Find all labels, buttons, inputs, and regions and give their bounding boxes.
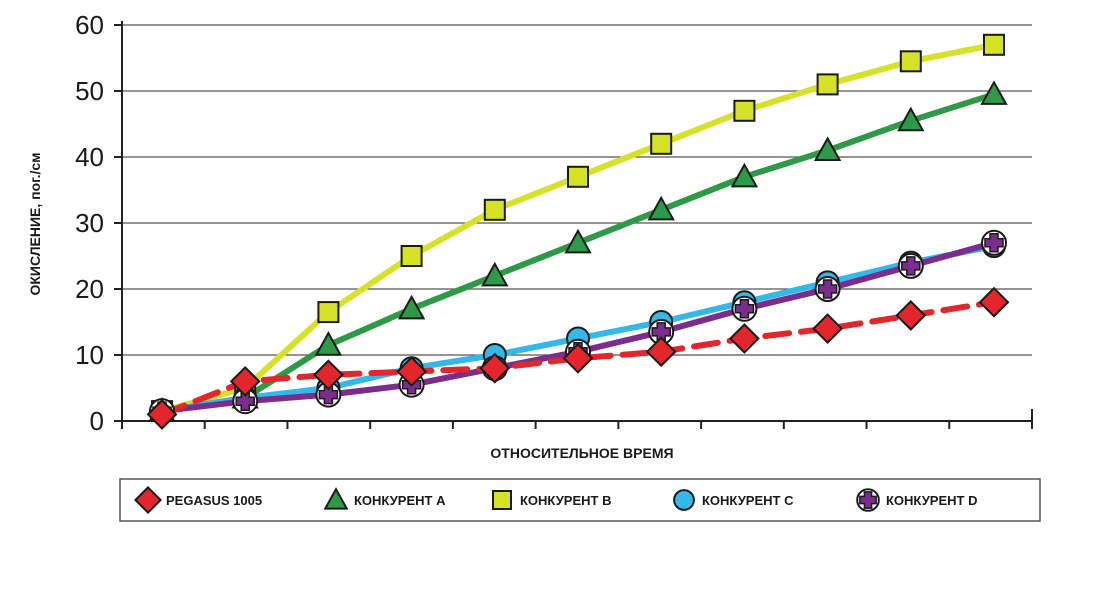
series-1-point-10: [897, 106, 925, 132]
legend-item-1: PEGASUS 1005: [133, 485, 262, 515]
grid-lines: [122, 24, 1032, 356]
series-0-point-8: [733, 99, 756, 122]
legend-item-5-marker-cross: [859, 491, 877, 509]
x-axis-title: ОТНОСИТЕЛЬНОЕ ВРЕМЯ: [490, 445, 673, 461]
legend-item-2: КОНКУРЕНТ A: [323, 487, 446, 510]
legend-item-1-marker: [133, 485, 163, 515]
series-3-point-3-cross: [318, 384, 339, 405]
series-1-point-7: [647, 195, 675, 221]
y-tick-label-30: 30: [75, 208, 104, 238]
series-0-point-9: [816, 73, 839, 96]
legend-item-1-label: PEGASUS 1005: [166, 493, 262, 508]
legend: PEGASUS 1005 КОНКУРЕНТ A КОНКУРЕНТ B КОНКУР…: [119, 478, 1041, 522]
legend-item-5-label: КОНКУРЕНТ D: [886, 493, 977, 508]
y-tick-label-20: 20: [75, 274, 104, 304]
series-3-point-11-cross: [984, 233, 1004, 253]
series-1-point-11: [980, 80, 1008, 105]
legend-item-5-marker: [856, 488, 880, 512]
series-0-point-11: [983, 33, 1005, 56]
series-4-point-5: [479, 352, 511, 384]
legend-item-5: КОНКУРЕНТ D: [856, 488, 977, 512]
y-tick-label-50: 50: [75, 76, 104, 106]
series-0-markers: [151, 33, 1005, 423]
series-0-point-3: [317, 301, 340, 324]
series-3-point-8: [731, 295, 758, 322]
series-0-point-10: [899, 50, 922, 73]
legend-item-4-label: КОНКУРЕНТ C: [702, 493, 794, 508]
series-4-point-3: [312, 359, 344, 391]
axes: [114, 21, 1033, 429]
series-1-point-9: [813, 136, 842, 161]
series-0-point-6: [567, 165, 589, 188]
series-3-point-10-cross: [901, 256, 921, 276]
series-4-point-11: [978, 286, 1010, 318]
series-0-point-7: [650, 132, 673, 155]
series-1-point-6: [564, 228, 592, 254]
series-3-point-10: [897, 252, 924, 279]
series-4-point-1: [146, 398, 178, 430]
series-4-point-2: [229, 365, 261, 397]
legend-item-4: КОНКУРЕНТ C: [673, 489, 794, 511]
series-0-point-4: [400, 245, 423, 267]
series-0-point-5: [483, 198, 506, 221]
y-axis-title: ОКИСЛЕНИЕ, пог./см: [27, 152, 43, 295]
series-1-point-3: [314, 331, 343, 356]
series-1-point-5: [481, 261, 509, 287]
y-tick-label-0: 0: [90, 406, 104, 436]
series-4-point-10: [895, 299, 927, 331]
series-4-point-6: [562, 342, 594, 374]
series-1-point-4: [397, 294, 426, 320]
series-3-point-8-cross: [734, 299, 755, 319]
series-3-point-2-cross: [235, 391, 255, 411]
legend-item-3-marker: [492, 490, 512, 510]
series-4-point-7: [645, 336, 677, 368]
y-tick-label-10: 10: [75, 340, 104, 370]
legend-item-4-marker: [673, 489, 695, 511]
series-3-point-9-cross: [817, 279, 838, 299]
series-4-point-9: [812, 313, 844, 345]
legend-box: [119, 478, 1041, 522]
series-3-point-11: [981, 229, 1007, 256]
legend-item-2-label: КОНКУРЕНТ A: [354, 493, 446, 508]
y-tick-label-60: 60: [75, 10, 104, 40]
y-tick-label-40: 40: [75, 142, 104, 172]
series-markers: [146, 33, 1010, 430]
series-4-line: [159, 299, 997, 418]
series-4-point-8: [728, 323, 760, 354]
legend-item-2-marker: [323, 487, 349, 510]
y-tick-labels: 0 10 20 30 40 50 60: [75, 10, 104, 436]
series-4-markers: [146, 286, 1010, 430]
series-3-point-9: [814, 276, 841, 302]
series-4-point-4: [396, 356, 428, 387]
legend-item-3: КОНКУРЕНТ B: [492, 490, 611, 510]
legend-item-3-label: КОНКУРЕНТ B: [520, 493, 611, 508]
series-1-point-8: [730, 162, 759, 188]
